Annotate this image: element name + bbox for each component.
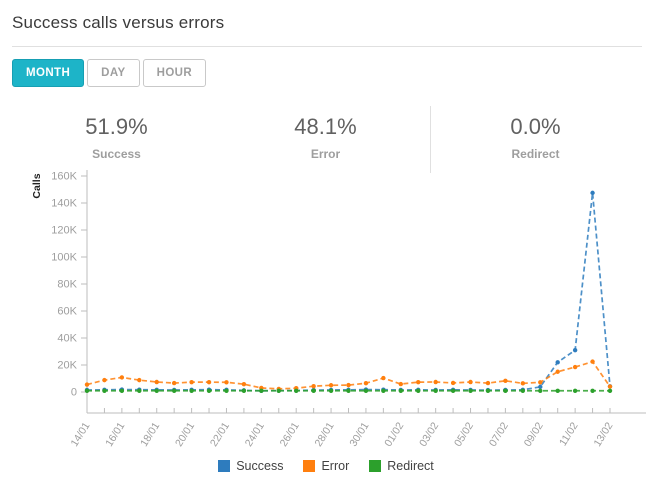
legend-label-error: Error	[321, 459, 350, 473]
chart-legend: Success Error Redirect	[0, 459, 652, 473]
svg-text:03/02: 03/02	[417, 420, 441, 449]
svg-text:20K: 20K	[57, 360, 77, 372]
svg-text:24/01: 24/01	[243, 420, 267, 449]
svg-text:01/02: 01/02	[382, 420, 406, 449]
error-percent: 48.1%	[294, 114, 357, 139]
success-percent-label: Success	[92, 147, 141, 161]
title-divider	[12, 46, 642, 47]
legend-swatch-error	[303, 460, 316, 472]
legend-label-success: Success	[236, 459, 284, 473]
hour-button[interactable]: HOUR	[142, 59, 207, 87]
svg-text:09/02: 09/02	[522, 420, 546, 449]
svg-text:28/01: 28/01	[313, 420, 337, 449]
legend-item-success[interactable]: Success	[218, 459, 283, 473]
redirect-percent-label: Redirect	[511, 147, 560, 161]
svg-text:18/01: 18/01	[138, 420, 162, 449]
stat-redirect: 0.0% Redirect	[430, 106, 640, 173]
svg-text:0: 0	[71, 387, 77, 399]
svg-text:140K: 140K	[51, 198, 77, 210]
legend-item-error[interactable]: Error	[303, 459, 349, 473]
interval-toggle-group: MONTH DAY HOUR	[12, 59, 207, 87]
stats-row: 51.9% Success 48.1% Error 0.0% Redirect	[12, 106, 640, 173]
svg-text:100K: 100K	[51, 252, 77, 264]
legend-swatch-redirect	[369, 460, 382, 472]
svg-text:05/02: 05/02	[452, 420, 476, 449]
svg-text:20/01: 20/01	[173, 420, 197, 449]
month-button[interactable]: MONTH	[12, 59, 85, 87]
svg-text:11/02: 11/02	[557, 420, 581, 448]
legend-item-redirect[interactable]: Redirect	[369, 459, 434, 473]
stat-error: 48.1% Error	[221, 106, 430, 173]
svg-text:40K: 40K	[57, 333, 77, 345]
svg-text:22/01: 22/01	[208, 420, 232, 449]
success-percent: 51.9%	[85, 114, 148, 139]
svg-text:60K: 60K	[57, 306, 77, 318]
svg-text:30/01: 30/01	[347, 420, 371, 449]
stat-success: 51.9% Success	[12, 106, 221, 173]
svg-text:120K: 120K	[51, 225, 77, 237]
svg-text:Calls: Calls	[31, 173, 43, 198]
legend-swatch-success	[218, 460, 231, 472]
legend-label-redirect: Redirect	[387, 459, 434, 473]
svg-text:16/01: 16/01	[103, 420, 127, 449]
svg-text:14/01: 14/01	[68, 420, 92, 449]
error-percent-label: Error	[310, 147, 341, 161]
svg-text:160K: 160K	[51, 171, 77, 183]
calls-line-chart: 0 20K 40K 60K 80K 100K 120K 140K 160K Calls 14/01 1…	[31, 170, 646, 449]
page-title: Success calls versus errors	[12, 13, 225, 32]
day-button[interactable]: DAY	[87, 59, 140, 87]
redirect-percent: 0.0%	[510, 114, 561, 139]
svg-text:26/01: 26/01	[278, 420, 302, 449]
svg-text:80K: 80K	[57, 279, 77, 291]
svg-text:13/02: 13/02	[591, 420, 615, 449]
svg-text:07/02: 07/02	[487, 420, 511, 449]
